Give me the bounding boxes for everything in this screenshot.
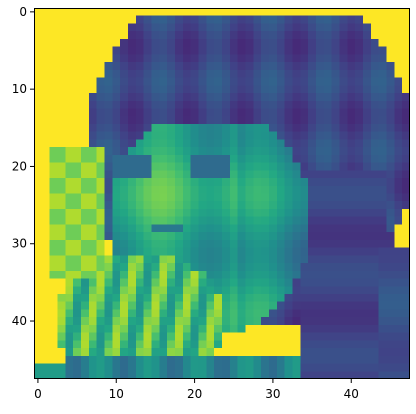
x-tick-label: 10 — [109, 387, 124, 401]
x-tick-label: 30 — [265, 387, 280, 401]
x-tick-label: 0 — [34, 387, 42, 401]
y-tick-label: 0 — [19, 5, 27, 19]
y-axis: 0 10 20 30 40 — [12, 5, 34, 328]
x-tick-label: 20 — [187, 387, 202, 401]
axes-frame — [34, 8, 410, 379]
y-tick-label: 40 — [12, 314, 27, 328]
x-axis: 0 10 20 30 40 — [34, 379, 359, 401]
x-tick-label: 40 — [344, 387, 359, 401]
y-tick-label: 20 — [12, 159, 27, 173]
y-tick-label: 30 — [12, 237, 27, 251]
y-tick-label: 10 — [12, 82, 27, 96]
heatmap-image — [34, 8, 410, 379]
